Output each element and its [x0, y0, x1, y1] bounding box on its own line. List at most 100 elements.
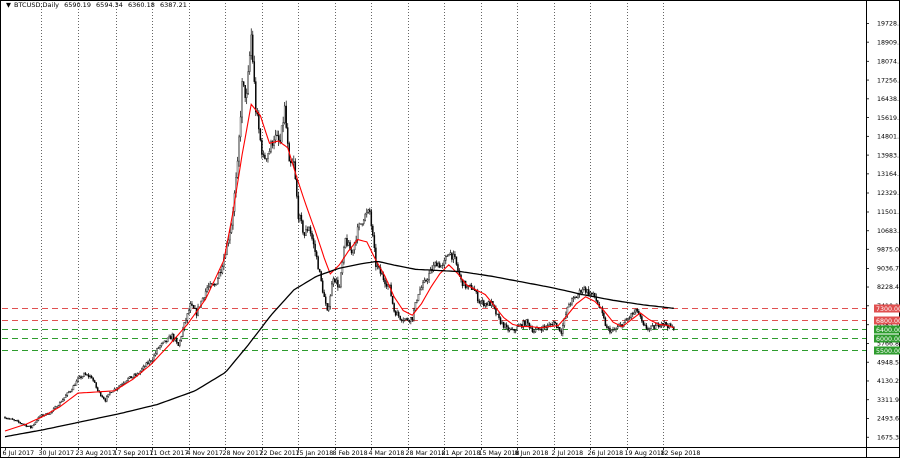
candle-body	[261, 139, 263, 155]
candle-body	[648, 328, 651, 330]
candle-body	[165, 340, 167, 343]
candle-body	[346, 237, 348, 246]
candle-body	[144, 366, 146, 368]
candle-body	[264, 154, 266, 159]
moving-average-layer	[4, 103, 675, 438]
candle-body	[27, 425, 29, 427]
candle-body	[612, 329, 614, 331]
candle-body	[209, 283, 211, 287]
candle-body	[578, 290, 581, 295]
candle-body	[502, 321, 505, 328]
candle-body	[166, 337, 169, 343]
candle-body	[204, 291, 207, 298]
candle-body	[154, 353, 157, 356]
candle-body	[124, 381, 126, 384]
candle-body	[186, 313, 189, 321]
x-tick-label: 4 Nov 2017	[187, 450, 223, 457]
candle-body	[83, 373, 85, 377]
candle-body	[423, 279, 426, 283]
candle-body	[153, 355, 155, 361]
candle-body	[309, 227, 312, 234]
candle-body	[329, 295, 332, 307]
candle-body	[81, 376, 84, 379]
candle-body	[549, 323, 552, 325]
candle-body	[92, 377, 94, 381]
candle-body	[586, 289, 588, 293]
candle-body	[434, 262, 436, 266]
candle-body	[5, 418, 8, 420]
candle-body	[513, 329, 515, 331]
candle-body	[352, 249, 354, 254]
x-tick-label: 12 Sep 2018	[661, 450, 701, 457]
candle-body	[642, 320, 645, 325]
candle-body	[589, 292, 591, 295]
candle-body	[283, 105, 286, 123]
level-price-label: 7300.00	[876, 306, 900, 313]
y-tick-label: 3311.90	[877, 397, 900, 404]
candle-body	[220, 272, 222, 274]
candle-body	[324, 296, 327, 304]
candle-body	[4, 416, 6, 419]
candle-body	[384, 279, 386, 285]
x-tick-label: 11 Oct 2017	[150, 450, 189, 457]
candle-body	[551, 323, 553, 326]
candle-body	[533, 331, 535, 333]
candle-body	[616, 326, 619, 329]
candle-body	[302, 220, 304, 233]
candle-body	[75, 380, 78, 386]
candle-body	[653, 325, 655, 329]
candle-body	[305, 229, 307, 236]
candle-body	[93, 380, 96, 383]
candle-body	[534, 329, 537, 333]
candle-body	[68, 391, 70, 393]
candle-body	[489, 301, 491, 306]
candle-body	[343, 247, 345, 263]
level-price-tag	[874, 325, 900, 334]
candle-body	[312, 238, 315, 245]
candle-body	[442, 264, 444, 266]
y-tick-label: 9036.70	[877, 266, 900, 273]
candle-body	[25, 424, 28, 427]
candle-body	[613, 329, 616, 331]
candle-body	[290, 161, 292, 164]
candle-body	[367, 209, 370, 213]
candle-body	[300, 214, 303, 221]
candle-body	[557, 327, 560, 329]
candle-body	[508, 328, 511, 331]
candle-body	[376, 265, 379, 267]
candle-body	[362, 219, 365, 224]
y-tick-label: 11501.65	[877, 209, 900, 216]
symbol-name: BTCUSD,Daily	[14, 1, 59, 9]
candle-body	[39, 415, 41, 418]
candle-body	[472, 288, 474, 290]
candle-body	[480, 301, 482, 304]
candle-body	[134, 374, 137, 376]
candle-body	[106, 396, 108, 402]
candle-body	[484, 303, 487, 307]
x-tick-label: 26 Jul 2018	[588, 450, 624, 457]
candle-body	[587, 289, 590, 295]
candle-body	[16, 420, 18, 422]
candle-body	[373, 235, 376, 249]
level-price-tag	[874, 334, 900, 343]
candle-body	[328, 306, 330, 311]
candle-body	[17, 420, 20, 423]
y-tick-label: 4948.50	[877, 359, 900, 366]
candle-body	[34, 421, 37, 425]
candle-body	[238, 136, 240, 162]
candle-body	[375, 247, 377, 267]
candle-body	[633, 311, 636, 315]
candle-body	[156, 348, 158, 354]
candle-body	[366, 212, 368, 215]
candle-body	[176, 338, 178, 343]
candle-body	[528, 322, 531, 328]
candle-body	[647, 328, 649, 330]
y-tick-label: 5766.80	[877, 341, 900, 348]
candle-body	[554, 321, 556, 324]
candle-body	[372, 225, 374, 236]
candle-body	[69, 390, 72, 393]
candle-body	[40, 414, 43, 417]
candle-body	[270, 141, 272, 152]
